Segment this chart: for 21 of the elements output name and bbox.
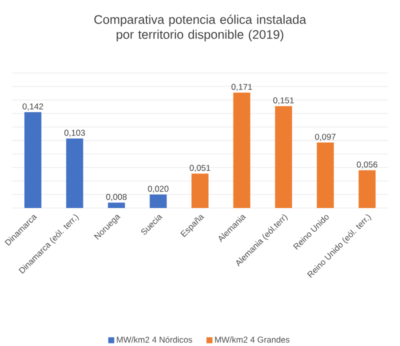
data-label: 0,056 — [356, 162, 378, 168]
bar — [192, 174, 208, 208]
legend-label: MW/km2 4 Grandes — [215, 336, 290, 343]
bar — [233, 92, 250, 208]
data-label: 0,171 — [232, 84, 252, 91]
data-label: 0,008 — [106, 194, 127, 201]
bar — [150, 194, 167, 208]
chart-title: Comparativa potencia eólica instalada por territorio disponible (2019) — [94, 14, 306, 42]
data-label: 0,142 — [22, 103, 44, 110]
bar — [24, 112, 42, 208]
legend-label: MW/km2 4 Nórdicos — [116, 336, 192, 343]
data-label: 0,051 — [190, 164, 210, 172]
data-label: 0,103 — [64, 130, 85, 137]
bar — [275, 106, 292, 208]
data-label: 0,151 — [273, 97, 294, 104]
bar — [358, 170, 376, 208]
data-label: 0,020 — [148, 186, 168, 193]
data-label: 0,097 — [315, 134, 336, 141]
bar — [316, 142, 334, 208]
bar — [66, 138, 84, 208]
bar — [108, 202, 125, 208]
